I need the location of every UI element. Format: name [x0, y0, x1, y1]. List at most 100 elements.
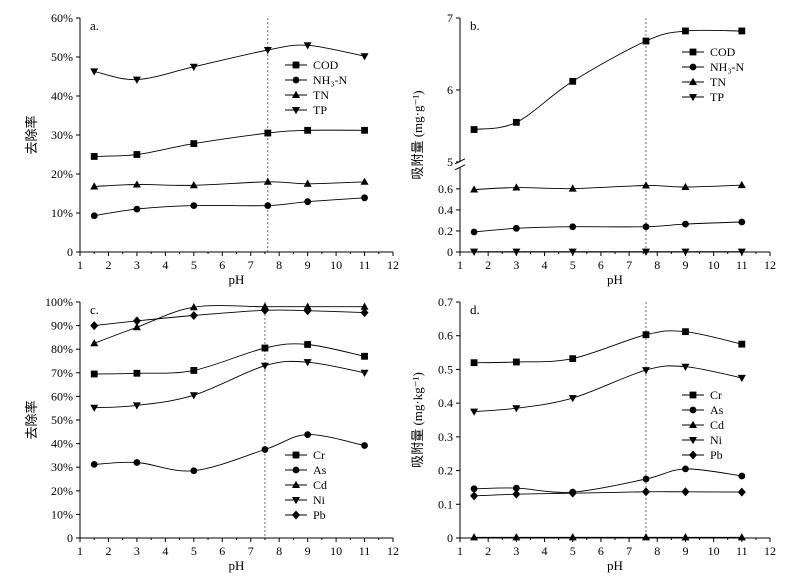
data-point	[512, 248, 521, 256]
series-line	[94, 343, 365, 375]
x-tick-label: 11	[359, 258, 371, 272]
x-axis-label: pH	[607, 558, 623, 573]
y-tick-label: 0.1	[438, 497, 453, 511]
legend-marker	[292, 107, 300, 115]
data-point	[568, 488, 577, 498]
series-line	[94, 44, 365, 81]
data-point	[303, 359, 312, 367]
panel-label: b.	[470, 18, 480, 33]
series-tn	[90, 177, 369, 190]
y-tick-label: 20%	[51, 167, 73, 181]
data-point	[512, 489, 521, 499]
legend-label: Cd	[710, 418, 724, 432]
data-point	[303, 302, 312, 310]
x-tick-label: 6	[598, 544, 604, 558]
x-tick-label: 5	[191, 544, 197, 558]
data-point	[264, 129, 272, 137]
legend-label: Ni	[313, 493, 326, 507]
data-point	[512, 533, 521, 541]
data-point	[512, 224, 520, 232]
x-tick-label: 12	[387, 258, 399, 272]
legend-marker	[292, 497, 300, 505]
y-tick-label: 0	[67, 531, 73, 545]
data-point	[642, 487, 650, 497]
y-tick-label: 10%	[51, 507, 73, 521]
x-tick-label: 1	[77, 258, 83, 272]
data-point	[738, 340, 746, 348]
data-point	[90, 404, 99, 412]
x-tick-label: 11	[736, 258, 748, 272]
legend-label: Ni	[710, 433, 723, 447]
series-line	[94, 360, 365, 409]
data-point	[304, 341, 312, 348]
data-point	[90, 321, 99, 331]
series-line	[474, 365, 742, 413]
x-tick-label: 8	[654, 544, 660, 558]
data-point	[682, 328, 689, 336]
data-point	[90, 460, 98, 468]
data-point	[133, 459, 141, 466]
data-point	[263, 46, 272, 55]
x-tick-label: 1	[457, 544, 463, 558]
data-point	[737, 180, 746, 189]
data-point	[190, 202, 198, 209]
series-line	[474, 29, 742, 130]
legend-label: COD	[710, 45, 736, 59]
x-tick-label: 3	[134, 544, 140, 558]
x-tick-label: 12	[764, 544, 776, 558]
y-tick-label: 90%	[51, 319, 73, 333]
panel-label: c.	[90, 302, 99, 317]
legend-label: COD	[313, 58, 339, 72]
data-point	[189, 63, 198, 71]
y-tick-label: 60%	[51, 11, 73, 25]
legend-marker	[689, 391, 697, 399]
data-point	[360, 308, 369, 318]
data-point	[132, 76, 141, 84]
data-point	[132, 402, 141, 410]
data-point	[261, 446, 269, 453]
data-point	[190, 140, 198, 147]
x-tick-label: 7	[248, 258, 254, 272]
data-point	[682, 465, 689, 473]
data-point	[737, 374, 746, 383]
series-cr	[90, 341, 368, 378]
x-tick-label: 5	[570, 258, 576, 272]
data-point	[681, 533, 690, 541]
x-tick-label: 9	[682, 258, 688, 272]
data-point	[304, 198, 312, 206]
data-point	[681, 363, 690, 371]
y-tick-label: 0.5	[438, 362, 453, 376]
data-point	[133, 369, 141, 377]
data-point	[132, 316, 141, 326]
x-tick-label: 6	[219, 258, 225, 272]
x-tick-label: 10	[330, 544, 342, 558]
y-tick-label: 7	[447, 11, 453, 25]
x-tick-label: 9	[682, 544, 688, 558]
legend-label: NH₃-N	[313, 73, 348, 87]
y-tick-label: 50%	[51, 50, 73, 64]
x-tick-label: 1	[77, 544, 83, 558]
axis-break-mark	[454, 158, 466, 171]
data-point	[189, 310, 198, 320]
series-cr	[470, 328, 746, 367]
data-point	[512, 358, 520, 366]
y-axis-label: 去除率	[24, 115, 39, 154]
data-point	[90, 68, 99, 76]
legend-label: TP	[710, 90, 724, 104]
series-nh-n	[470, 218, 746, 236]
y-tick-label: 0.4	[438, 203, 453, 217]
legend-marker	[689, 94, 697, 102]
data-point	[260, 362, 269, 370]
x-tick-label: 2	[105, 544, 111, 558]
y-tick-label: 80%	[51, 342, 73, 356]
x-tick-label: 7	[626, 258, 632, 272]
y-tick-label: 5	[447, 155, 453, 169]
data-point	[642, 181, 650, 189]
chart-panel-4: 1 2 3 4 5 6 7 8 9 10 11 1200.10.20.30.40.50.60.7pH吸…	[410, 295, 776, 573]
series-ni	[90, 359, 369, 412]
data-point	[738, 27, 746, 35]
x-tick-label: 12	[387, 544, 399, 558]
chart-panel-3: 1 2 3 4 5 6 7 8 9 10 11 12010%20%30%40%50%60%70%80%…	[24, 295, 399, 573]
data-point	[470, 491, 479, 501]
